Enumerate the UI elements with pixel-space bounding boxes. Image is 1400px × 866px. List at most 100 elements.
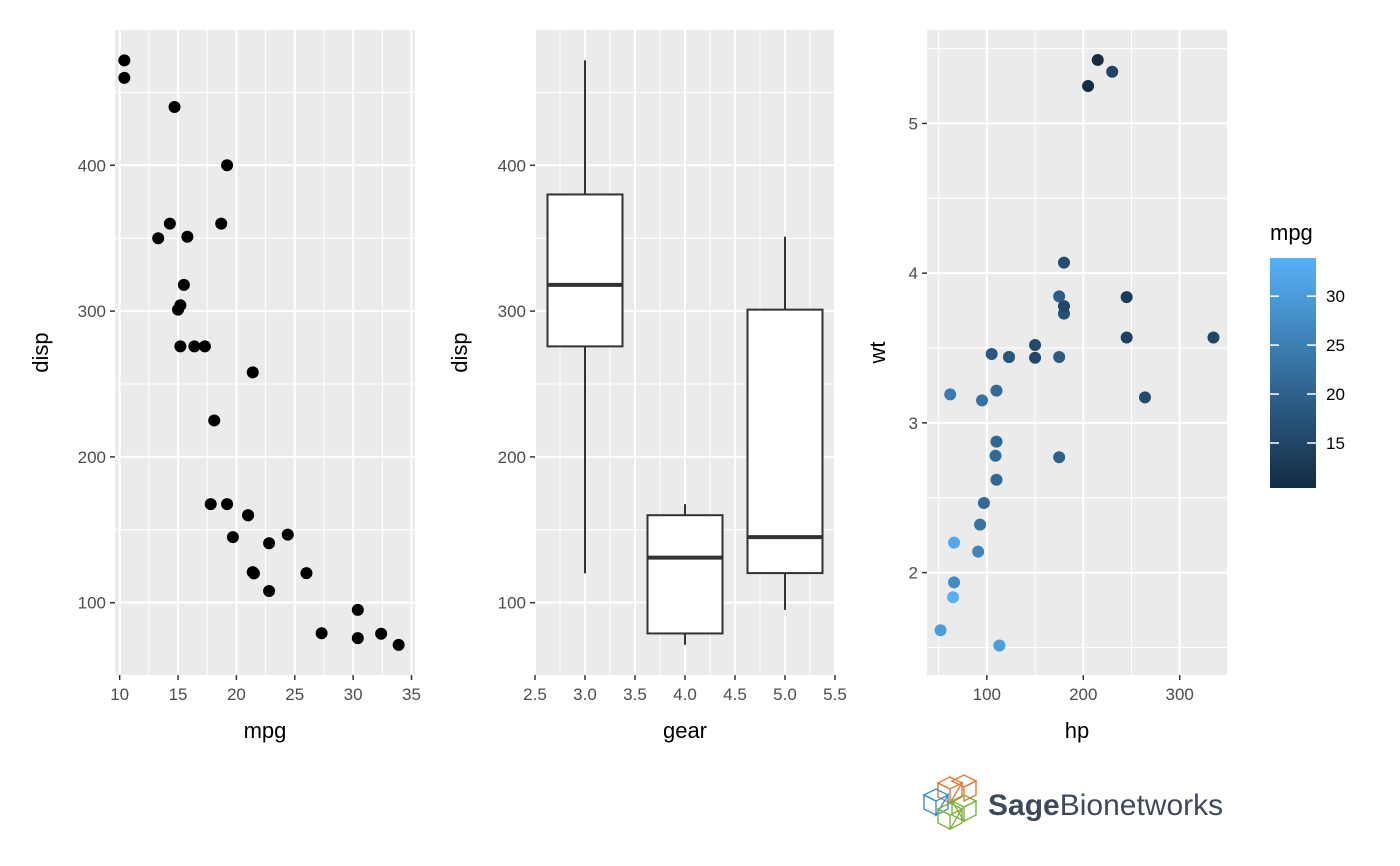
data-point [246, 566, 259, 579]
data-point [168, 100, 181, 113]
data-point [990, 384, 1003, 397]
data-point [174, 340, 187, 353]
mpg-color-legend: mpg 15 20 25 30 [1270, 220, 1345, 488]
data-point [1003, 350, 1016, 363]
x-tick-label: 10 [110, 685, 129, 704]
data-point [281, 528, 294, 541]
data-point [351, 632, 364, 645]
data-point [375, 627, 388, 640]
cube-logo-icon [922, 774, 978, 831]
data-point [177, 278, 190, 291]
data-point [242, 509, 255, 522]
y-tick-label: 2 [909, 564, 918, 583]
legend-break-label: 25 [1326, 336, 1345, 355]
data-point [263, 585, 276, 598]
data-point [118, 54, 131, 67]
y-tick-label: 200 [78, 448, 106, 467]
data-point [1057, 256, 1070, 269]
y-tick-label: 400 [498, 156, 526, 175]
data-point [221, 159, 234, 172]
data-point [985, 347, 998, 360]
y-tick-label: 100 [498, 594, 526, 613]
y-tick-label: 100 [78, 594, 106, 613]
x-tick-label: 2.5 [523, 685, 547, 704]
data-point [1082, 79, 1095, 92]
data-point [1106, 65, 1119, 78]
x-tick-label: 30 [344, 685, 363, 704]
y-axis-title: wt [865, 342, 890, 365]
data-point [215, 217, 228, 230]
boxplot-box [546, 193, 624, 348]
gear-disp-boxplot-panel: 2.5 3.0 3.5 4.0 4.5 5.0 5.5 100 200 300 400 gear dis… [447, 30, 847, 743]
x-tick-label: 4.0 [673, 685, 697, 704]
data-point [208, 414, 221, 427]
legend-break-label: 20 [1326, 385, 1345, 404]
plot-panel-background [927, 30, 1227, 675]
x-tick-label: 35 [402, 685, 421, 704]
legend-title: mpg [1270, 220, 1313, 245]
data-point [934, 624, 947, 637]
logo-wordmark: SageBionetworks [988, 789, 1223, 822]
x-axis-title: mpg [244, 718, 287, 743]
y-tick-label: 300 [498, 302, 526, 321]
data-point [1029, 339, 1042, 352]
x-tick-label: 3.0 [573, 685, 597, 704]
x-tick-label: 15 [169, 685, 188, 704]
boxplot-box [646, 514, 724, 635]
y-tick-label: 3 [909, 414, 918, 433]
data-point [993, 639, 1006, 652]
data-point [351, 603, 364, 616]
y-tick-label: 300 [78, 302, 106, 321]
data-point [977, 496, 990, 509]
data-point [948, 536, 961, 549]
y-tick-label: 5 [909, 114, 918, 133]
data-point [947, 591, 960, 604]
data-point [226, 531, 239, 544]
data-point [152, 232, 165, 245]
data-point [118, 71, 131, 84]
data-point [1207, 331, 1220, 344]
boxplot-group [746, 236, 824, 610]
boxplot-group [546, 60, 624, 574]
x-tick-label: 3.5 [623, 685, 647, 704]
y-tick-label: 400 [78, 156, 106, 175]
legend-break-label: 30 [1326, 287, 1345, 306]
data-point [972, 545, 985, 558]
x-axis-title: hp [1065, 718, 1089, 743]
x-tick-label: 5.0 [773, 685, 797, 704]
data-point [974, 518, 987, 531]
plot-panel-background [115, 30, 415, 675]
y-axis-title: disp [447, 332, 472, 372]
data-point [976, 394, 989, 407]
data-point [990, 473, 1003, 486]
x-tick-label: 4.5 [723, 685, 747, 704]
x-tick-label: 5.5 [823, 685, 847, 704]
data-point [1053, 451, 1066, 464]
data-point [1029, 351, 1042, 364]
mpg-disp-scatter-panel: 10 15 20 25 30 35 100 200 300 400 mpg disp [28, 30, 421, 743]
data-point [263, 537, 276, 550]
data-point [1120, 331, 1133, 344]
data-point [1053, 290, 1066, 303]
data-point [181, 230, 194, 243]
data-point [221, 498, 234, 511]
data-point [1138, 391, 1151, 404]
data-point [392, 638, 405, 651]
data-point [315, 627, 328, 640]
boxplot-group [646, 504, 724, 645]
legend-break-label: 15 [1326, 434, 1345, 453]
y-axis-title: disp [28, 332, 53, 372]
sage-bionetworks-logo: SageBionetworks [922, 774, 1223, 831]
data-point [1091, 53, 1104, 66]
data-point [188, 340, 201, 353]
data-point [1120, 291, 1133, 304]
x-tick-label: 25 [285, 685, 304, 704]
x-tick-label: 300 [1166, 685, 1194, 704]
data-point [246, 366, 259, 379]
legend-colorbar [1270, 258, 1316, 488]
data-point [990, 435, 1003, 448]
data-point [172, 303, 185, 316]
y-tick-label: 200 [498, 448, 526, 467]
logo-text-bionetworks: Bionetworks [1060, 789, 1223, 822]
